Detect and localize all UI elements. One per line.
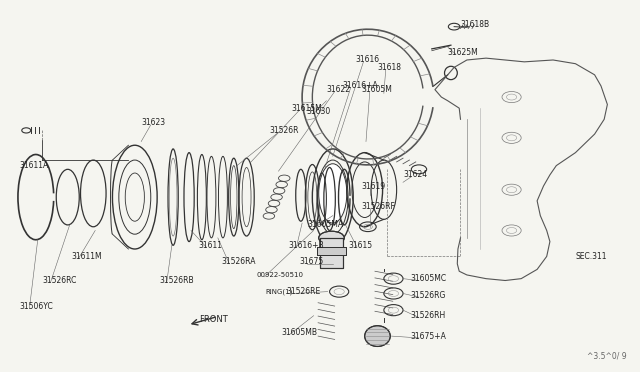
Text: 31506YC: 31506YC xyxy=(20,302,54,311)
Ellipse shape xyxy=(319,231,344,244)
Text: SEC.311: SEC.311 xyxy=(575,252,607,261)
Ellipse shape xyxy=(365,326,390,346)
Ellipse shape xyxy=(319,164,347,223)
Text: 31526RF: 31526RF xyxy=(362,202,396,211)
Text: 31619: 31619 xyxy=(362,182,386,190)
Text: 31675+A: 31675+A xyxy=(411,331,447,341)
Text: 31618: 31618 xyxy=(378,63,401,72)
Text: FRONT: FRONT xyxy=(198,315,227,324)
Text: 31526RH: 31526RH xyxy=(411,311,446,320)
Text: 31526RB: 31526RB xyxy=(159,276,194,285)
Text: 31675: 31675 xyxy=(300,257,324,266)
Text: 31615: 31615 xyxy=(349,241,373,250)
Text: 31615M: 31615M xyxy=(291,104,322,113)
Text: 31605M: 31605M xyxy=(362,85,392,94)
Bar xyxy=(320,238,343,267)
Text: 31526RC: 31526RC xyxy=(42,276,77,285)
Text: RING(1): RING(1) xyxy=(266,288,293,295)
Text: 31526RE: 31526RE xyxy=(287,287,321,296)
Text: 00922-50510: 00922-50510 xyxy=(256,272,303,278)
Text: 31611A: 31611A xyxy=(20,161,49,170)
Text: 31526RA: 31526RA xyxy=(221,257,255,266)
Text: 31526R: 31526R xyxy=(269,126,298,135)
Text: 31622: 31622 xyxy=(326,85,350,94)
Bar xyxy=(320,238,343,267)
Bar xyxy=(317,247,346,254)
Text: 31616: 31616 xyxy=(355,55,380,64)
Text: 31625M: 31625M xyxy=(448,48,479,57)
Text: 31616+B: 31616+B xyxy=(288,241,324,250)
Text: 31605MC: 31605MC xyxy=(411,274,447,283)
Bar xyxy=(317,247,346,254)
Text: 31605MA: 31605MA xyxy=(307,221,343,230)
Text: ^3.5^0/ 9: ^3.5^0/ 9 xyxy=(587,352,627,361)
Text: 31623: 31623 xyxy=(141,119,165,128)
Text: 31526RG: 31526RG xyxy=(411,291,446,300)
Text: 31611M: 31611M xyxy=(71,252,102,261)
Text: 31611: 31611 xyxy=(198,241,223,250)
Text: 31618B: 31618B xyxy=(461,20,490,29)
Text: 31616+A: 31616+A xyxy=(342,81,378,90)
Text: 31605MB: 31605MB xyxy=(282,328,317,337)
Text: 31630: 31630 xyxy=(306,108,330,116)
Text: 31624: 31624 xyxy=(403,170,427,179)
